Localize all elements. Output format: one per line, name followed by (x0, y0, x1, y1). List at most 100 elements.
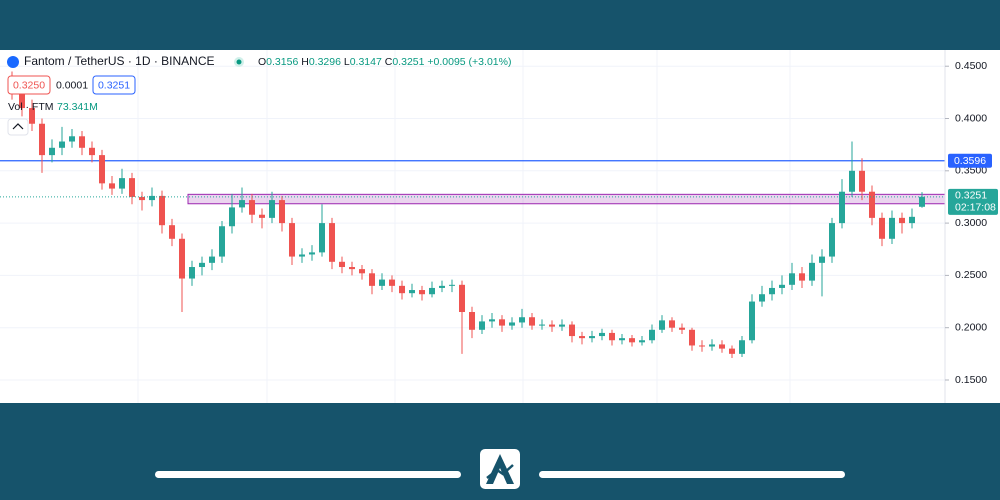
candle-body (889, 217, 895, 239)
candle-body (139, 196, 145, 201)
buy-price[interactable]: 0.3251 (98, 79, 130, 91)
candle-body (509, 322, 515, 326)
candle-body (739, 340, 745, 354)
logo-mark (486, 454, 514, 484)
candle-body (689, 329, 695, 346)
candle-body (249, 200, 255, 215)
top-banner (0, 0, 1000, 50)
y-tick-label: 0.2000 (955, 321, 987, 333)
zone (187, 193, 946, 205)
symbol-icon (7, 56, 19, 68)
candle-body (369, 273, 375, 286)
legend: Fantom / TetherUS · 1D · BINANCE O0.3156… (7, 54, 511, 136)
candle-body (749, 301, 755, 341)
candle-body (539, 324, 545, 326)
candle-body (549, 324, 555, 327)
price-label: 0.3251 (955, 190, 987, 202)
candle-body (609, 332, 615, 341)
ohlc-label: C (385, 56, 393, 68)
candle-body (379, 279, 385, 286)
candle-body (429, 287, 435, 295)
candle-body (209, 256, 215, 263)
candle-body (629, 338, 635, 343)
candle-body (129, 178, 135, 197)
ohlc-value: 0.3147 (350, 56, 382, 68)
volume-value: 73.341M (57, 101, 98, 113)
y-tick-label: 0.1500 (955, 374, 987, 386)
candle-body (809, 262, 815, 281)
candle-body (519, 317, 525, 323)
candle-body (169, 225, 175, 239)
candle-body (359, 269, 365, 274)
candle-body (469, 312, 475, 330)
logo-arrow (486, 464, 514, 479)
candle-body (149, 195, 155, 201)
candle-body (449, 284, 455, 286)
candle-body (909, 216, 915, 224)
candle-body (459, 284, 465, 313)
candle-body (409, 290, 415, 294)
candle-body (589, 336, 595, 339)
candle-body (159, 195, 165, 226)
candle-body (679, 327, 685, 330)
candle-body (299, 254, 305, 257)
candle-body (199, 262, 205, 268)
chart-area (0, 50, 1000, 403)
candle-body (269, 200, 275, 218)
plot (0, 71, 946, 359)
ohlc-label: H (301, 56, 309, 68)
candle-body (729, 348, 735, 354)
candle-body (559, 324, 565, 327)
candle-body (99, 155, 105, 184)
candle-body (899, 217, 905, 224)
ohlc-label: L (344, 56, 350, 68)
candle-body (319, 223, 325, 253)
candle-body (69, 136, 75, 142)
symbol-title: Fantom / TetherUS · 1D · BINANCE (24, 54, 215, 68)
spread: 0.0001 (56, 79, 88, 91)
ohlc-value: 0.3156 (266, 56, 298, 68)
candle-body (709, 344, 715, 347)
candle-body (759, 294, 765, 302)
candle-body (599, 332, 605, 337)
candle-body (779, 284, 785, 288)
buy-button[interactable] (92, 75, 136, 95)
ohlc-value: 0.3296 (309, 56, 341, 68)
candle-body (479, 321, 485, 330)
candle-body (399, 285, 405, 294)
y-tick-label: 0.4500 (955, 60, 987, 72)
candle-body (109, 183, 115, 189)
candle-body (289, 223, 295, 257)
sell-button[interactable] (7, 75, 51, 95)
candle-body (39, 123, 45, 156)
candle-body (219, 226, 225, 257)
ohlc-label: O (258, 56, 266, 68)
candle-body (829, 223, 835, 257)
volume-label: Vol · FTM (8, 101, 54, 113)
candle-body (59, 141, 65, 148)
candle-body (439, 285, 445, 288)
candle-body (49, 147, 55, 156)
candle-body (19, 92, 25, 109)
collapse-button[interactable] (7, 118, 29, 136)
candle-body (859, 170, 865, 192)
y-tick-label: 0.3000 (955, 217, 987, 229)
grid (0, 50, 945, 403)
price-label-bg (948, 188, 998, 215)
candle-body (769, 287, 775, 295)
sell-price[interactable]: 0.3250 (13, 79, 45, 91)
candle-body (329, 223, 335, 262)
candle-body (789, 273, 795, 285)
candle-body (649, 329, 655, 341)
candle-body (419, 290, 425, 295)
level-label: 0.3596 (954, 155, 986, 167)
change: +0.0095 (+3.01%) (427, 56, 511, 68)
divider (155, 471, 461, 478)
footer (155, 449, 845, 489)
candle-body (529, 317, 535, 326)
candle-body (839, 191, 845, 224)
candle-body (819, 256, 825, 263)
candle-body (869, 191, 875, 218)
